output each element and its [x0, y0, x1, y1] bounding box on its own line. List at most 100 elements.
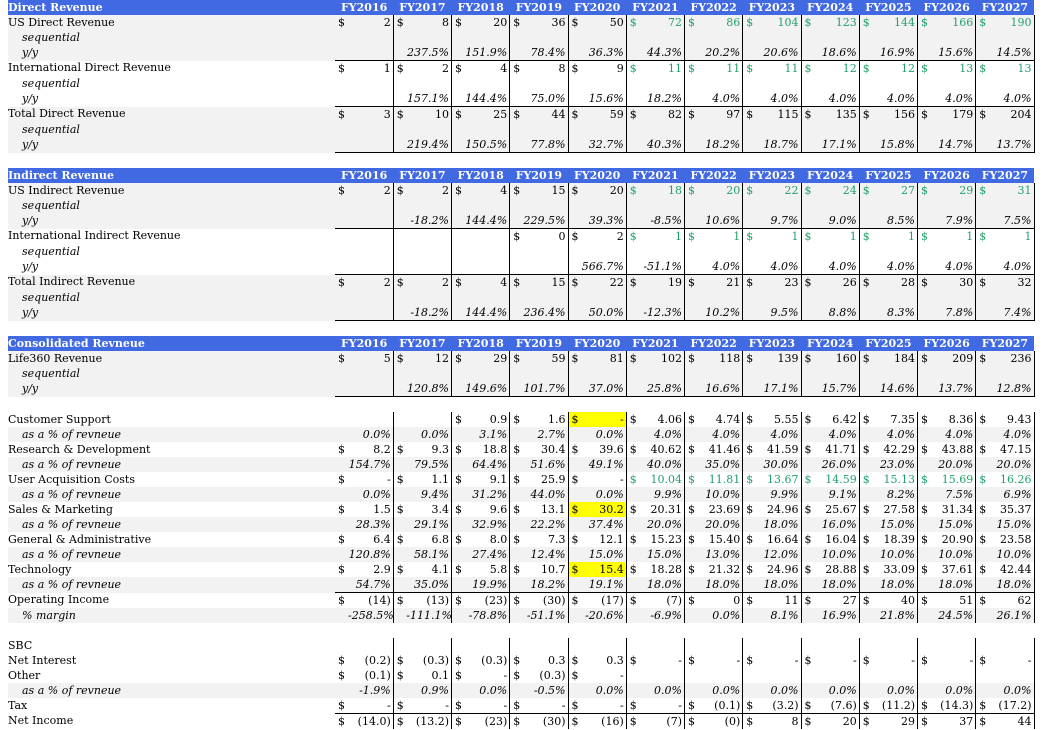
currency-symbol[interactable]: [742, 608, 756, 623]
year-header[interactable]: FY2026: [917, 168, 976, 183]
value-cell[interactable]: 0.0%: [348, 427, 394, 442]
value-cell[interactable]: 0.3: [581, 653, 627, 668]
value-cell[interactable]: 144: [872, 15, 919, 30]
value-cell[interactable]: 42.29: [872, 442, 919, 457]
currency-symbol[interactable]: $: [396, 61, 404, 75]
currency-symbol[interactable]: [451, 683, 465, 698]
value-cell[interactable]: [639, 638, 686, 653]
currency-symbol[interactable]: [801, 381, 814, 397]
value-cell[interactable]: 25.67: [814, 502, 860, 517]
currency-symbol[interactable]: [451, 517, 465, 532]
currency-symbol[interactable]: [509, 305, 523, 321]
currency-symbol[interactable]: $: [396, 532, 404, 546]
value-cell[interactable]: -: [930, 653, 977, 668]
value-cell[interactable]: 1: [930, 228, 977, 244]
currency-symbol[interactable]: [685, 668, 698, 683]
currency-symbol[interactable]: $: [746, 653, 754, 667]
currency-symbol[interactable]: [801, 198, 814, 213]
value-cell[interactable]: [697, 30, 744, 45]
currency-symbol[interactable]: [859, 683, 873, 698]
value-cell[interactable]: 97: [697, 106, 744, 122]
value-cell[interactable]: [988, 122, 1035, 137]
currency-symbol[interactable]: [917, 30, 931, 45]
value-cell[interactable]: -: [988, 653, 1035, 668]
value-cell[interactable]: 1: [988, 228, 1035, 244]
currency-symbol[interactable]: $: [513, 502, 521, 516]
currency-symbol[interactable]: [859, 30, 873, 45]
value-cell[interactable]: (0.3): [406, 653, 453, 668]
currency-symbol[interactable]: [393, 229, 406, 245]
value-cell[interactable]: [464, 366, 511, 381]
value-cell[interactable]: (16): [581, 713, 627, 729]
value-cell[interactable]: 15.4: [581, 562, 627, 577]
value-cell[interactable]: (3.2): [755, 698, 802, 714]
value-cell[interactable]: 0.0%: [464, 683, 511, 698]
row-label[interactable]: Technology: [8, 562, 72, 576]
value-cell[interactable]: 4.0%: [988, 427, 1035, 442]
currency-symbol[interactable]: [684, 487, 698, 502]
row-label[interactable]: Operating Income: [8, 593, 110, 607]
currency-symbol[interactable]: [451, 547, 465, 562]
row-label[interactable]: y/y: [8, 45, 335, 61]
currency-symbol[interactable]: [685, 244, 698, 259]
value-cell[interactable]: 39.6: [581, 442, 627, 457]
currency-symbol[interactable]: $: [917, 698, 931, 714]
value-cell[interactable]: -1.9%: [348, 683, 394, 698]
value-cell[interactable]: 1.1: [406, 472, 453, 487]
value-cell[interactable]: [406, 198, 453, 213]
currency-symbol[interactable]: [393, 457, 407, 472]
value-cell[interactable]: [814, 290, 860, 305]
currency-symbol[interactable]: [509, 259, 523, 275]
currency-symbol[interactable]: [742, 30, 756, 45]
value-cell[interactable]: [406, 122, 453, 137]
currency-symbol[interactable]: [976, 244, 989, 259]
value-cell[interactable]: 12.8%: [988, 381, 1035, 397]
value-cell[interactable]: 9.1%: [814, 487, 860, 502]
currency-symbol[interactable]: [393, 683, 407, 698]
value-cell[interactable]: 23.58: [988, 532, 1035, 547]
currency-symbol[interactable]: [568, 608, 581, 623]
year-header[interactable]: FY2027: [975, 0, 1034, 15]
value-cell[interactable]: 41.59: [755, 442, 802, 457]
currency-symbol[interactable]: [568, 213, 581, 229]
row-label[interactable]: Total Direct Revenue: [8, 106, 335, 122]
value-cell[interactable]: [872, 198, 919, 213]
currency-symbol[interactable]: [859, 122, 873, 137]
value-cell[interactable]: [639, 244, 686, 259]
value-cell[interactable]: [464, 228, 511, 244]
currency-symbol[interactable]: [917, 366, 931, 381]
value-cell[interactable]: [581, 30, 627, 45]
currency-symbol[interactable]: [684, 213, 698, 229]
value-cell[interactable]: 26.0%: [814, 457, 860, 472]
value-cell[interactable]: 18.0%: [639, 577, 686, 593]
currency-symbol[interactable]: [801, 122, 814, 137]
value-cell[interactable]: 4.0%: [697, 427, 744, 442]
currency-symbol[interactable]: $: [979, 714, 987, 728]
currency-symbol[interactable]: $: [571, 714, 579, 728]
currency-symbol[interactable]: [568, 427, 581, 442]
value-cell[interactable]: 179: [930, 106, 977, 122]
value-cell[interactable]: 26.1%: [988, 608, 1035, 623]
currency-symbol[interactable]: [684, 30, 698, 45]
value-cell[interactable]: 9.9%: [755, 487, 802, 502]
currency-symbol[interactable]: $: [568, 351, 581, 366]
currency-symbol[interactable]: $: [568, 502, 581, 517]
currency-symbol[interactable]: [975, 91, 989, 107]
value-cell[interactable]: 32: [988, 274, 1035, 290]
value-cell[interactable]: 39.3%: [581, 213, 627, 229]
currency-symbol[interactable]: [509, 577, 523, 593]
currency-symbol[interactable]: [335, 517, 348, 532]
value-cell[interactable]: [988, 198, 1035, 213]
value-cell[interactable]: 1: [639, 228, 686, 244]
value-cell[interactable]: -0.5%: [522, 683, 569, 698]
currency-symbol[interactable]: $: [804, 562, 812, 576]
currency-symbol[interactable]: [976, 638, 989, 653]
value-cell[interactable]: 4.0%: [988, 91, 1035, 107]
value-cell[interactable]: -20.6%: [581, 608, 627, 623]
row-label[interactable]: as a % of revneue: [8, 547, 335, 562]
value-cell[interactable]: 0.0%: [697, 608, 744, 623]
currency-symbol[interactable]: [684, 427, 698, 442]
year-header[interactable]: FY2019: [509, 336, 568, 351]
currency-symbol[interactable]: [684, 290, 698, 305]
currency-symbol[interactable]: $: [804, 502, 812, 516]
